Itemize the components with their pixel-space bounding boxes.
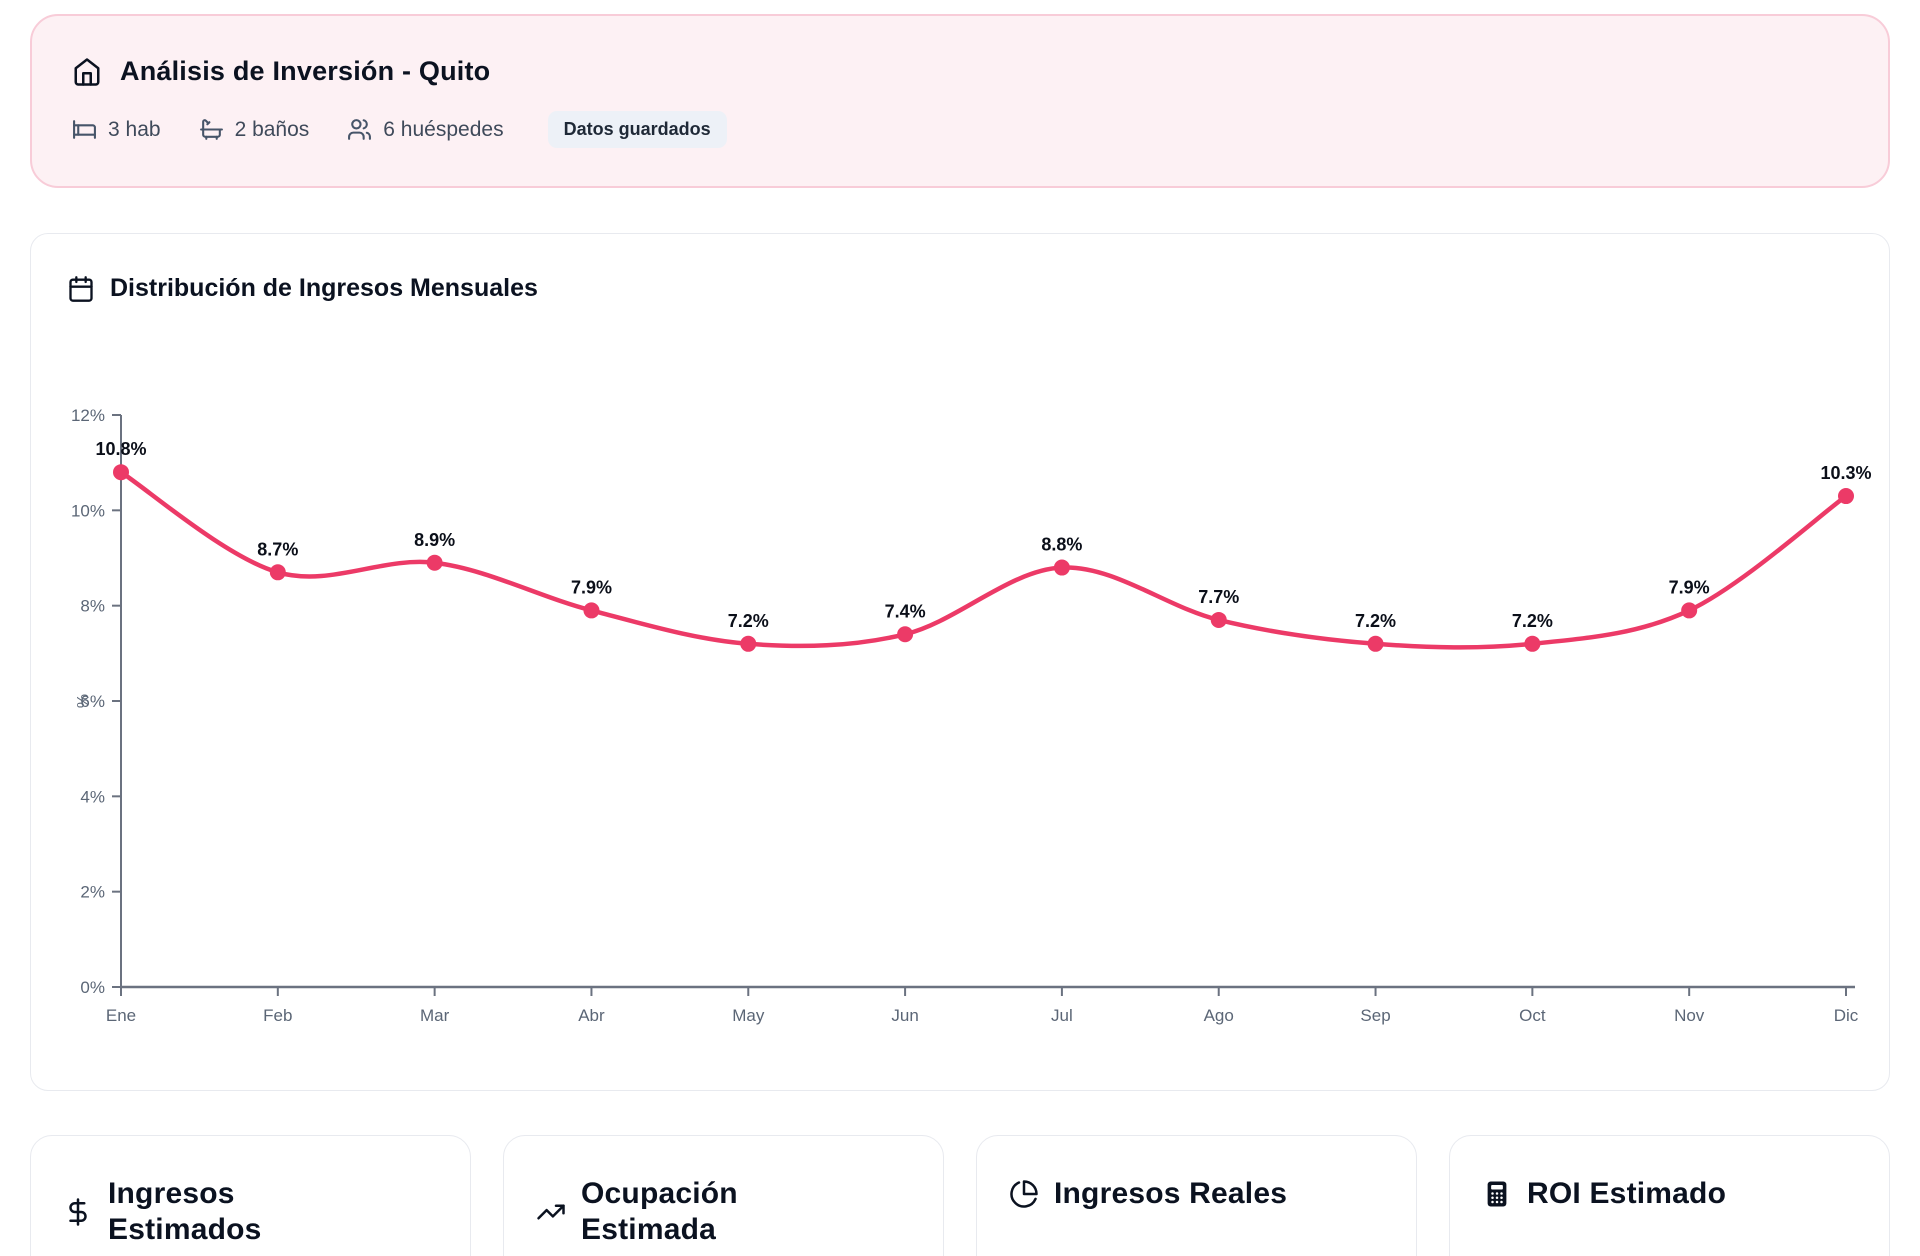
pie-chart-icon [1009, 1179, 1039, 1209]
data-point [583, 602, 600, 619]
x-tick-label: Dic [1834, 1006, 1859, 1025]
calculator-icon [1482, 1179, 1512, 1209]
fact-guests: 6 huéspedes [347, 117, 504, 142]
data-point-label: 7.7% [1198, 587, 1239, 607]
data-point [1053, 559, 1070, 576]
data-point [1367, 635, 1384, 652]
bed-icon [72, 117, 97, 142]
data-point-label: 7.2% [728, 611, 769, 631]
data-point-label: 7.9% [1669, 577, 1710, 597]
x-tick-label: Ene [106, 1006, 136, 1025]
data-point [113, 464, 129, 481]
fact-bathrooms-label: 2 baños [234, 117, 310, 141]
x-tick-label: Oct [1519, 1006, 1546, 1025]
data-point-label: 8.9% [414, 530, 455, 550]
stat-title: ROI Estimado [1527, 1177, 1727, 1210]
stat-cards-row: Ingresos Estimados Ocupación Estimada In… [30, 1135, 1890, 1256]
stat-title: Ocupación Estimada [581, 1177, 738, 1246]
page-title: Análisis de Inversión - Quito [120, 56, 491, 86]
monthly-income-line-chart: 0% 2% 4% 6% 8% 10% 12%% Ene Feb Mar Abr May Jun Jul Ag… [67, 375, 1872, 1035]
x-tick-label: Nov [1674, 1006, 1705, 1025]
data-point-label: 7.2% [1355, 611, 1396, 631]
data-point [1681, 602, 1698, 619]
calendar-icon [67, 275, 95, 303]
y-tick-label: 0% [80, 978, 105, 997]
data-point [740, 635, 757, 652]
y-tick-label: 4% [80, 787, 105, 806]
x-tick-label: Sep [1360, 1006, 1390, 1025]
data-point-label: 7.4% [885, 601, 926, 621]
data-point-label: 10.3% [1820, 463, 1871, 483]
stat-card-ocupacion-estimada: Ocupación Estimada [503, 1135, 944, 1256]
data-point [1524, 635, 1541, 652]
stat-card-ingresos-estimados: Ingresos Estimados [30, 1135, 471, 1256]
data-point-label: 8.7% [257, 539, 298, 559]
monthly-income-chart-card: Distribución de Ingresos Mensuales 0% 2% 4… [30, 233, 1890, 1091]
property-facts: 3 hab 2 baños 6 huéspedes Datos guardado [72, 111, 1848, 148]
fact-bedrooms: 3 hab [72, 117, 161, 142]
y-tick-label: 6% [80, 692, 105, 711]
data-point-label: 7.9% [571, 577, 612, 597]
data-point-label: 7.2% [1512, 611, 1553, 631]
stat-card-ingresos-reales: Ingresos Reales [976, 1135, 1417, 1256]
saved-data-badge: Datos guardados [547, 111, 727, 148]
x-tick-label: Jul [1051, 1006, 1073, 1025]
data-point [1210, 611, 1227, 628]
x-tick-label: Ago [1204, 1006, 1234, 1025]
stat-card-roi-estimado: ROI Estimado [1449, 1135, 1890, 1256]
fact-bathrooms: 2 baños [199, 117, 310, 142]
data-point [426, 554, 443, 571]
data-point [897, 626, 914, 643]
chart-title: Distribución de Ingresos Mensuales [110, 274, 538, 302]
data-point [269, 564, 286, 581]
trending-up-icon [536, 1197, 566, 1227]
stat-title: Ingresos Estimados [108, 1177, 262, 1246]
x-tick-label: Feb [263, 1006, 292, 1025]
bath-icon [199, 117, 224, 142]
y-tick-label: 10% [71, 501, 105, 520]
fact-guests-label: 6 huéspedes [383, 117, 504, 141]
x-tick-label: Abr [578, 1006, 605, 1025]
y-tick-label: 2% [80, 883, 105, 902]
line-chart-svg: 0% 2% 4% 6% 8% 10% 12%% Ene Feb Mar Abr May Jun Jul Ag… [71, 406, 1872, 1025]
property-summary-card: Análisis de Inversión - Quito 3 hab 2 ba… [30, 14, 1890, 188]
dollar-icon [63, 1197, 93, 1227]
guests-icon [347, 117, 372, 142]
x-tick-label: Jun [891, 1006, 918, 1025]
fact-bedrooms-label: 3 hab [108, 117, 161, 141]
home-icon [72, 57, 102, 87]
data-point-label: 10.8% [95, 439, 146, 459]
x-tick-label: May [732, 1006, 765, 1025]
data-point [1838, 488, 1854, 505]
stat-title: Ingresos Reales [1054, 1177, 1288, 1210]
y-axis-label: % [75, 694, 92, 708]
chart-line [118, 469, 1849, 650]
data-point-label: 8.8% [1041, 535, 1082, 555]
y-tick-label: 12% [71, 406, 105, 425]
x-tick-label: Mar [420, 1006, 450, 1025]
y-tick-label: 8% [80, 597, 105, 616]
